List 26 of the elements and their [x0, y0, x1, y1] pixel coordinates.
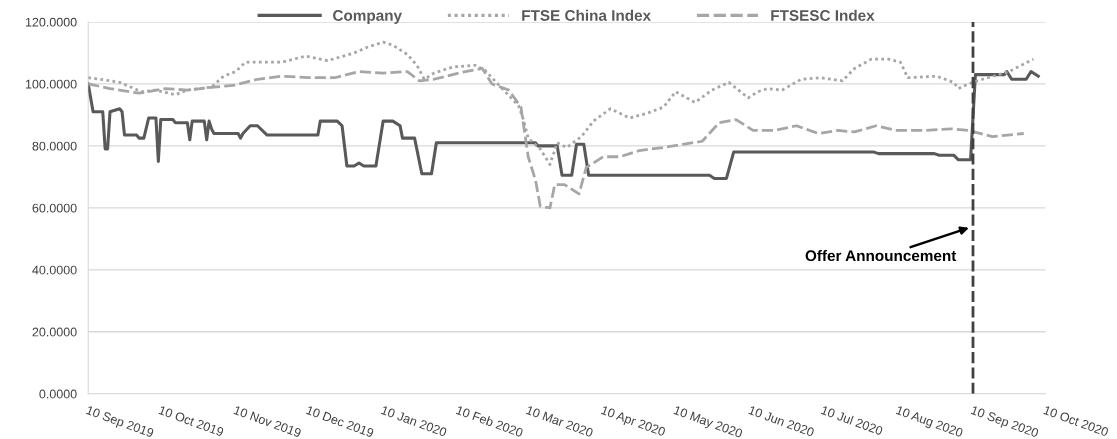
annotation: Offer Announcement: [805, 249, 957, 262]
x-tick-label: 10 Nov 2019: [233, 405, 302, 438]
x-tick-label: 10 May 2020: [672, 405, 743, 439]
x-tick-label: 10 Dec 2019: [305, 405, 375, 438]
y-tick-label: 80.0000: [32, 141, 77, 151]
x-tick-label: 10 Jul 2020: [820, 405, 884, 436]
x-tick-label: 10 Sep 2020: [969, 405, 1040, 439]
x-tick-label: 10 Sep 2019: [85, 405, 155, 439]
x-tick-label: 10 Aug 2020: [894, 405, 964, 439]
x-tick-label: 10 Jun 2020: [748, 405, 815, 437]
y-tick-label: 40.0000: [32, 265, 77, 275]
y-tick-label: 120.0000: [25, 17, 77, 27]
x-tick-label: 10 Apr 2020: [600, 405, 666, 439]
line-series: [88, 70, 1040, 180]
x-tick-label: 10 Oct 2020: [1043, 405, 1109, 437]
legend-label: FTSE China Index: [522, 9, 651, 21]
x-tick-label: 10 Oct 2019: [158, 405, 225, 437]
x-tick-label: 10 Jan 2020: [380, 405, 448, 437]
y-tick-label: 0.0000: [39, 389, 77, 399]
legend-label: Company: [333, 10, 402, 24]
legend-label: FTSESC Index: [771, 9, 875, 21]
y-tick-label: 100.0000: [25, 79, 77, 89]
y-tick-label: 20.0000: [32, 327, 77, 337]
x-tick-label: 10 Feb 2020: [455, 405, 524, 438]
x-tick-label: 10 Mar 2020: [525, 405, 594, 438]
y-tick-label: 60.0000: [32, 203, 77, 213]
